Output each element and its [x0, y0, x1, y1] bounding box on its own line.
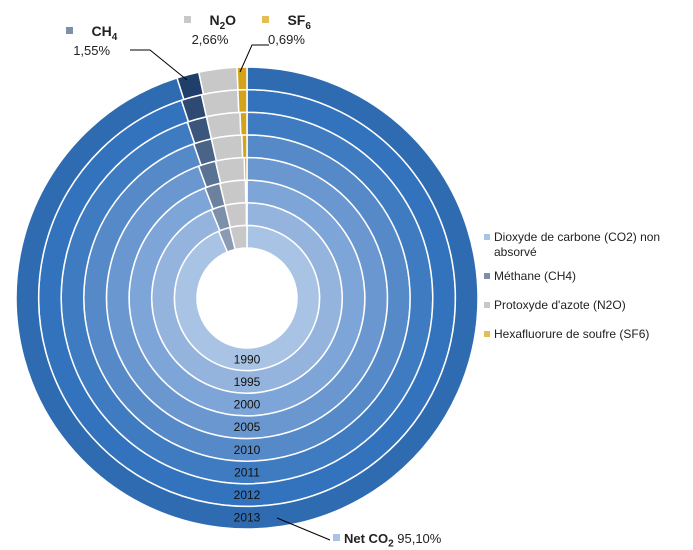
leader-line-ch4: [130, 49, 188, 81]
slice-2005-n2o: [214, 156, 246, 185]
legend-marker-co2: [333, 534, 340, 542]
ring-label-1990: 1990: [234, 352, 261, 366]
legend-label-n2o: Protoxyde d'azote (N2O): [494, 298, 626, 312]
slice-2000-sf6: [244, 179, 248, 204]
slice-2013-co2: [15, 66, 479, 530]
ring-label-2011: 2011: [234, 465, 260, 479]
slice-2011-sf6: [239, 111, 248, 136]
legend-item-sf6: Hexafluorure de soufre (SF6): [484, 327, 689, 342]
annotation-n2o-gas: N2O: [209, 12, 237, 32]
slice-2013-sf6: [236, 66, 248, 91]
legend-item-ch4: Méthane (CH4): [484, 269, 689, 284]
annotation-ch4: CH4 1,55%: [66, 23, 117, 58]
legend-label-co2: Dioxyde de carbone (CO2) non absorvé: [494, 230, 661, 259]
slice-2010-n2o: [210, 134, 244, 162]
donut-rings: [15, 66, 479, 530]
ring-label-2000: 2000: [234, 398, 261, 412]
slice-2013-n2o: [197, 66, 239, 96]
annotation-n2o: N2O 2,66%: [184, 12, 236, 47]
leader-lines: [130, 44, 331, 541]
leader-line-sf6: [239, 44, 269, 73]
legend-item-n2o: Protoxyde d'azote (N2O): [484, 298, 689, 313]
legend-marker-n2o: [184, 16, 191, 24]
ring-label-2013: 2013: [234, 511, 261, 525]
slice-2012-sf6: [237, 88, 248, 114]
annotation-co2-value: 95,10%: [397, 531, 442, 546]
legend-label-ch4: Méthane (CH4): [494, 269, 577, 283]
annotation-co2: Net CO2 95,10%: [333, 531, 441, 550]
ring-label-2005: 2005: [234, 420, 261, 434]
slice-2005-sf6: [243, 156, 248, 181]
legend-label-sf6: Hexafluorure de soufre (SF6): [494, 327, 650, 341]
legend-marker-ch4: [66, 27, 73, 35]
ring-label-1995: 1995: [234, 375, 261, 389]
ring-year-labels: 1990 1995 2000 2005 2010 2011 2012 2013: [234, 352, 261, 524]
slice-2010-sf6: [241, 134, 248, 159]
legend: Dioxyde de carbone (CO2) non absorvé Mét…: [484, 230, 689, 351]
legend-marker-sf6: [262, 16, 269, 24]
legend-swatch-n2o: [484, 302, 490, 308]
annotation-sf6-gas: SF6: [287, 12, 311, 32]
slice-2000-n2o: [218, 179, 247, 207]
slice-1995-sf6: [245, 201, 248, 227]
annotation-ch4-value: 1,55%: [73, 42, 111, 58]
annotation-ch4-gas: CH4: [91, 23, 118, 43]
ring-label-2010: 2010: [234, 443, 261, 457]
legend-swatch-co2: [484, 234, 490, 240]
legend-swatch-ch4: [484, 273, 490, 279]
annotation-co2-gas: Net CO2: [344, 531, 394, 550]
legend-item-co2: Dioxyde de carbone (CO2) non absorvé: [484, 230, 689, 260]
annotation-sf6: SF6 0,69%: [262, 12, 311, 47]
legend-swatch-sf6: [484, 331, 490, 337]
annotation-n2o-value: 2,66%: [191, 31, 229, 47]
ring-label-2012: 2012: [234, 488, 261, 502]
annotation-sf6-value: 0,69%: [268, 31, 305, 47]
leader-line-co2: [276, 517, 331, 541]
